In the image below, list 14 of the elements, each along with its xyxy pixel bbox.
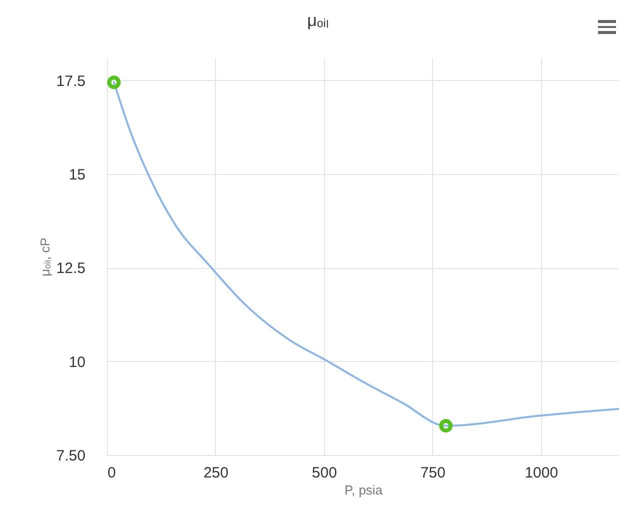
y-tick-label: 15 bbox=[68, 166, 86, 184]
y-tick-label: 10 bbox=[68, 354, 86, 371]
x-tick-label: 1000 bbox=[524, 464, 558, 482]
x-tick-label: 250 bbox=[203, 464, 228, 482]
y-tick-label: 7.50 bbox=[56, 448, 86, 464]
x-axis-title: P, psia bbox=[344, 482, 384, 498]
line-series bbox=[112, 81, 619, 427]
y-axis-title: μₒᵢₗ, cP bbox=[37, 238, 52, 276]
chart-title: μₒᵢₗ bbox=[307, 11, 329, 30]
y-tick-label: 17.5 bbox=[56, 72, 86, 90]
x-tick-label: 0 bbox=[108, 464, 116, 482]
x-tick-label: 500 bbox=[312, 464, 337, 482]
y-tick-label: 12.5 bbox=[56, 260, 86, 278]
x-tick-label: 750 bbox=[420, 464, 446, 482]
